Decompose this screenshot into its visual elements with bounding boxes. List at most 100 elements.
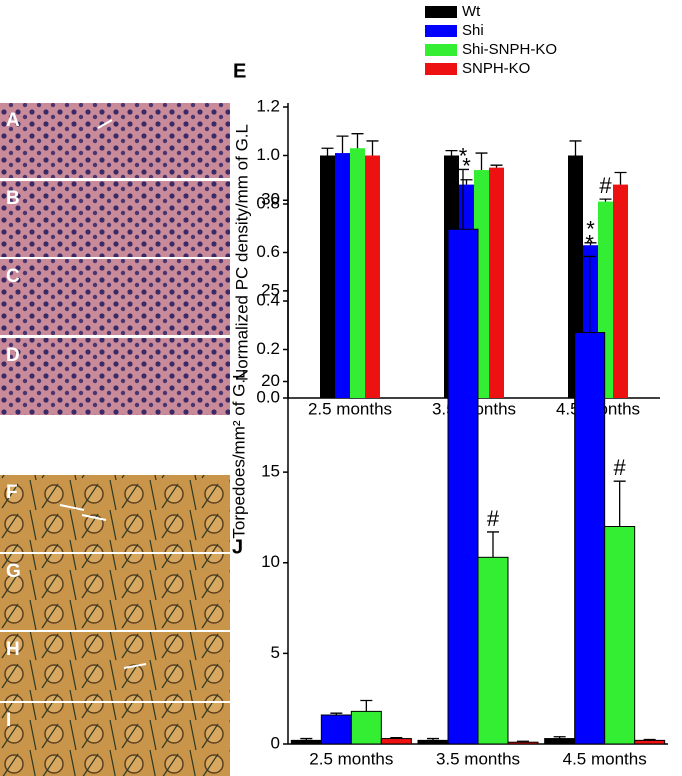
- histology-image: [0, 181, 230, 257]
- histology-image: [0, 632, 230, 701]
- y-tick-label: 5: [271, 643, 280, 662]
- y-axis-label: Normalized PC density/mm of G.L: [232, 124, 251, 381]
- image-label: I: [6, 710, 11, 731]
- y-tick-label: 1.0: [256, 145, 280, 164]
- panel-label: J: [232, 536, 243, 558]
- error-bar: [490, 164, 503, 168]
- bar: [447, 228, 479, 745]
- bar: [634, 739, 666, 745]
- y-tick-label: 20: [261, 371, 280, 390]
- panel-label: E: [233, 60, 246, 82]
- significance-mark: *: [585, 230, 594, 255]
- error-bar: [366, 140, 379, 156]
- significance-mark: *: [586, 217, 595, 242]
- error-bar: [330, 712, 343, 715]
- image-label: F: [6, 482, 18, 503]
- bar: [380, 738, 412, 745]
- error-bar: [613, 480, 626, 527]
- significance-mark: #: [487, 506, 500, 531]
- image-label: A: [6, 110, 20, 131]
- histology-image: [0, 338, 230, 415]
- legend-label: SNPH-KO: [462, 60, 530, 77]
- image-label: G: [6, 561, 21, 582]
- bar: [604, 526, 636, 745]
- bar: [507, 741, 539, 745]
- bar: [477, 556, 509, 745]
- legend-swatch: [425, 25, 457, 37]
- y-tick-label: 0.8: [256, 193, 280, 212]
- y-tick-label: 30: [261, 190, 280, 209]
- arrow: [59, 504, 85, 511]
- image-label: D: [6, 345, 20, 366]
- y-tick-label: 0.0: [256, 387, 280, 406]
- y-tick-label: 0.2: [256, 339, 280, 358]
- y-tick-label: 10: [261, 552, 280, 571]
- bar: [290, 739, 322, 745]
- error-bar: [445, 150, 458, 156]
- bar: [417, 739, 449, 745]
- bar: [365, 155, 380, 398]
- error-bar: [475, 152, 488, 171]
- legend-label: Shi: [462, 22, 484, 39]
- arrow: [97, 119, 113, 129]
- bar: [320, 155, 335, 398]
- error-bar: [457, 168, 469, 230]
- legend-swatch: [425, 6, 457, 18]
- histology-image: [0, 259, 230, 335]
- arrow: [123, 663, 147, 669]
- bar: [320, 714, 352, 745]
- bar: [350, 148, 365, 398]
- significance-mark: *: [462, 154, 471, 179]
- y-tick-label: 0.6: [256, 242, 280, 261]
- error-bar: [321, 147, 334, 156]
- error-bar: [517, 740, 529, 743]
- significance-mark: *: [459, 143, 468, 168]
- error-bar: [390, 737, 403, 739]
- histology-image: [0, 103, 230, 178]
- legend-swatch: [425, 44, 457, 56]
- histology-image: [0, 475, 230, 552]
- y-axis-label: Torpedoes/mm² of G.L: [229, 369, 248, 538]
- bar: [544, 738, 576, 745]
- bar: [489, 167, 504, 398]
- error-bar: [487, 531, 499, 558]
- error-bar: [643, 738, 656, 741]
- error-bar: [360, 699, 373, 712]
- bar: [574, 332, 606, 745]
- legend-label: Wt: [462, 3, 481, 20]
- bar: [335, 153, 350, 398]
- y-tick-label: 25: [261, 280, 280, 299]
- y-tick-label: 15: [261, 462, 280, 481]
- image-label: H: [6, 639, 20, 660]
- x-tick-label: 3.5 months: [436, 749, 520, 768]
- y-tick-label: 0: [271, 733, 280, 752]
- error-bar: [583, 255, 596, 333]
- error-bar: [569, 140, 582, 156]
- y-tick-label: 0.4: [256, 290, 280, 309]
- error-bar: [300, 737, 313, 741]
- error-bar: [351, 133, 364, 149]
- error-bar: [460, 179, 473, 185]
- error-bar: [584, 242, 597, 246]
- y-tick-label: 1.2: [256, 96, 280, 115]
- image-label: C: [6, 266, 20, 287]
- significance-mark: #: [614, 455, 627, 480]
- error-bar: [427, 737, 439, 741]
- error-bar: [553, 736, 566, 739]
- error-bar: [614, 171, 627, 185]
- error-bar: [599, 198, 612, 202]
- x-tick-label: 2.5 months: [309, 749, 393, 768]
- image-label: B: [6, 188, 20, 209]
- bar: [613, 184, 628, 398]
- arrow: [81, 514, 107, 521]
- legend-swatch: [425, 63, 457, 75]
- histology-image: [0, 554, 230, 630]
- x-tick-label: 2.5 months: [308, 399, 392, 418]
- bar: [350, 710, 382, 745]
- significance-mark: #: [599, 173, 612, 198]
- legend-label: Shi-SNPH-KO: [462, 41, 557, 58]
- histology-image: [0, 703, 230, 776]
- error-bar: [336, 135, 349, 154]
- x-tick-label: 4.5 months: [563, 749, 647, 768]
